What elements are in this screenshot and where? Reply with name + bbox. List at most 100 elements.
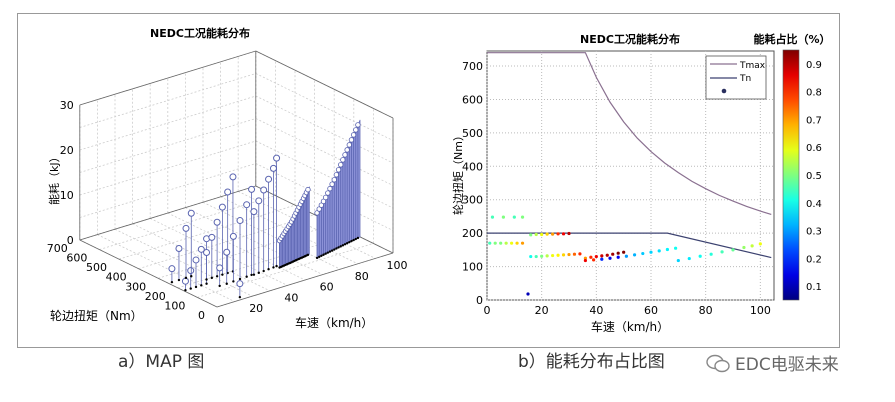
stem-marker [175,245,183,253]
base-point [339,245,342,248]
base-point [221,273,224,276]
map-3d-chart: NEDC工况能耗分布 能耗（kJ） 轮边扭矩（Nm） 车速（km/h） 0 10 2… [47,26,408,330]
stem-marker [229,173,237,181]
axis-line [216,252,394,308]
axis-line [255,50,394,119]
base-point [275,264,278,268]
stem-marker [248,185,256,193]
base-point [318,255,321,259]
y-tick-label: 200 [145,290,166,303]
z-tick-label: 30 [60,99,74,112]
base-point [257,271,260,275]
base-point [218,284,221,288]
base-point [238,277,242,281]
stem-marker [269,164,277,172]
base-point [356,236,360,240]
base-point [250,273,253,277]
stem-marker [197,245,205,253]
stem-marker [305,186,311,193]
figure-frame [17,13,840,348]
stem-marker [344,147,350,153]
base-point [184,288,187,292]
grid-line [197,243,374,298]
stem-marker [346,142,353,148]
base-point [200,284,203,287]
y-tick-label: 0 [198,309,205,322]
chart-a-title: NEDC工况能耗分布 [150,26,250,40]
wechat-icon [706,354,730,372]
chart-a-xlabel: 车速（km/h） [295,315,373,330]
stem-marker [218,203,226,211]
grid-line [97,234,235,302]
stem-marker [353,127,359,133]
base-point [272,266,275,269]
grid-line [255,118,394,186]
stem-marker [355,122,361,128]
grid-line [167,212,306,281]
base-point [170,280,174,284]
base-point [252,273,256,276]
base-point [337,246,340,249]
stem-marker [342,152,348,158]
grid-line [150,218,288,286]
stem-marker [250,208,258,216]
base-point [348,240,351,244]
x-tick-label: 80 [355,270,369,283]
stem-marker [224,188,232,196]
stem-marker [203,249,211,257]
grid-line [118,204,296,260]
stem-marker [327,185,333,192]
base-point [189,287,192,290]
chart-a-zlabel: 能耗（kJ） [47,151,61,205]
base-point [315,256,319,260]
caption-b: b）能耗分布占比图 [518,352,665,372]
watermark: EDC电驱未来 [705,350,839,375]
stem-marker [168,265,176,273]
base-point [194,285,198,289]
caption-a: a）MAP 图 [118,352,205,372]
base-point [330,249,334,252]
y-tick-label: 100 [164,299,185,312]
grid-line [202,201,341,270]
y-tick-label: 300 [125,280,146,293]
grid-line [255,73,394,141]
base-point [205,282,208,285]
stem-marker [335,167,342,173]
base-point [345,242,349,245]
stem-marker [338,162,344,168]
stem-marker [340,157,346,163]
z-tick-label: 10 [60,189,74,202]
base-point [352,238,355,242]
x-tick-label: 100 [387,259,408,272]
z-tick-label: 20 [60,144,74,157]
x-tick-label: 60 [320,281,334,294]
base-point [267,268,270,271]
grid-line [79,163,256,218]
stem-marker [273,154,281,162]
base-point [184,276,188,280]
grid-line [138,214,315,270]
stem-marker [255,197,263,205]
watermark-text: EDC电驱未来 [735,355,839,375]
grid-line [255,95,394,164]
base-point [343,243,347,246]
base-point [231,270,235,273]
stem-marker [208,233,216,241]
grid-line [79,118,256,173]
base-point [190,275,193,278]
stem-marker [331,177,337,183]
stem-marker [236,217,244,225]
stem-marker [243,201,251,209]
z-tick-label: 0 [67,234,74,247]
base-point [210,276,214,280]
stem-marker [333,172,340,178]
base-point [326,251,330,254]
chart-a-ylabel: 轮边扭矩（Nm） [50,309,143,323]
x-tick-label: 20 [249,302,263,315]
stem-marker [350,132,357,138]
axis-line [79,239,218,308]
stem-marker [325,190,331,196]
axis-line [79,50,256,106]
base-point [322,253,325,256]
